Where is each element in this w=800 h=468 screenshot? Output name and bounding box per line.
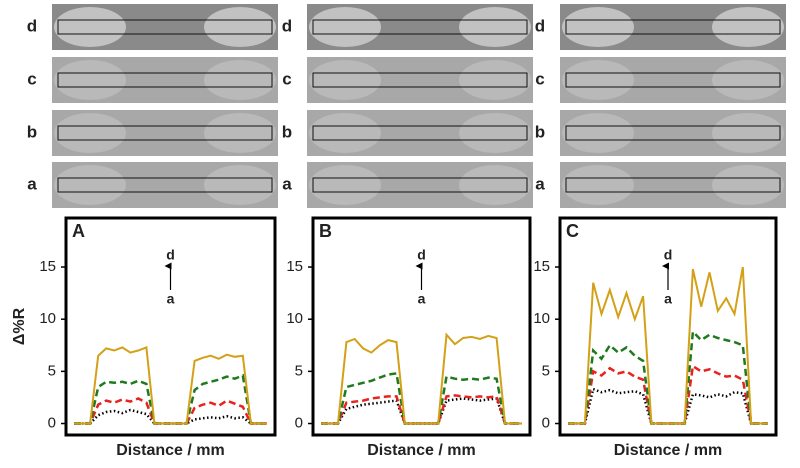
row-label: a: [282, 174, 292, 193]
spot: [459, 60, 531, 100]
series-line: [74, 346, 267, 425]
series-line: [568, 328, 768, 425]
spot: [562, 7, 634, 47]
x-axis-label: Distance / mm: [367, 442, 475, 459]
y-tick-label: 10: [286, 310, 303, 327]
scan-box: [312, 177, 528, 193]
spot: [562, 60, 634, 100]
spot: [54, 113, 126, 153]
spot: [309, 165, 381, 205]
scan-box: [312, 72, 528, 88]
series-line: [321, 332, 522, 425]
annotation: d: [664, 247, 673, 263]
panel-label: C: [566, 221, 579, 241]
scan-box: [565, 125, 781, 141]
y-axis-label: Δ%R: [11, 307, 28, 345]
row-label: c: [535, 69, 544, 88]
spot: [712, 7, 784, 47]
spot: [309, 7, 381, 47]
annotation: d: [166, 247, 175, 263]
spot: [459, 165, 531, 205]
scan-box: [57, 125, 273, 141]
series-line: [568, 364, 768, 425]
row-label: d: [282, 16, 292, 35]
spot: [712, 113, 784, 153]
plot-frame: [311, 216, 532, 437]
y-tick-label: 0: [542, 414, 550, 431]
x-axis-label: Distance / mm: [614, 442, 722, 459]
scan-box: [312, 19, 528, 35]
scan-box: [565, 19, 781, 35]
plot-frame: [558, 216, 778, 437]
spot: [309, 113, 381, 153]
series-line: [568, 266, 768, 425]
scan-box: [565, 72, 781, 88]
y-tick-label: 10: [39, 310, 56, 327]
row-label: b: [282, 122, 292, 141]
spot: [204, 7, 276, 47]
spot: [204, 60, 276, 100]
row-label: d: [535, 16, 545, 35]
row-label: a: [535, 174, 545, 193]
series-line: [74, 373, 267, 425]
series-line: [568, 387, 768, 425]
y-tick-label: 10: [533, 310, 550, 327]
y-tick-label: 5: [542, 362, 550, 379]
spot: [712, 60, 784, 100]
series-line: [321, 394, 522, 425]
scan-box: [57, 72, 273, 88]
annotation: d: [417, 247, 426, 263]
y-tick-label: 5: [48, 362, 56, 379]
annotation: a: [664, 291, 672, 307]
panel-label: B: [319, 221, 332, 241]
scan-box: [312, 125, 528, 141]
spot: [54, 165, 126, 205]
y-tick-label: 15: [533, 258, 550, 275]
series-line: [321, 372, 522, 425]
spot: [459, 113, 531, 153]
plot-frame: [64, 216, 277, 437]
scan-box: [57, 177, 273, 193]
y-tick-label: 5: [295, 362, 303, 379]
spot: [54, 60, 126, 100]
annotation: a: [167, 291, 175, 307]
spot: [712, 165, 784, 205]
y-tick-label: 15: [286, 258, 303, 275]
panel-label: A: [72, 221, 85, 241]
spot: [562, 113, 634, 153]
spot: [309, 60, 381, 100]
y-tick-label: 0: [48, 414, 56, 431]
annotation: a: [418, 291, 426, 307]
series-line: [74, 397, 267, 425]
y-tick-label: 15: [39, 258, 56, 275]
row-label: b: [27, 122, 37, 141]
spot: [562, 165, 634, 205]
spot: [204, 113, 276, 153]
row-label: c: [282, 69, 291, 88]
row-label: a: [27, 174, 37, 193]
series-line: [74, 408, 267, 425]
spot: [54, 7, 126, 47]
x-axis-label: Distance / mm: [116, 442, 224, 459]
spot: [459, 7, 531, 47]
y-tick-label: 0: [295, 414, 303, 431]
scan-box: [565, 177, 781, 193]
scan-box: [57, 19, 273, 35]
row-label: d: [27, 16, 37, 35]
row-label: b: [535, 122, 545, 141]
row-label: c: [27, 69, 36, 88]
spot: [204, 165, 276, 205]
